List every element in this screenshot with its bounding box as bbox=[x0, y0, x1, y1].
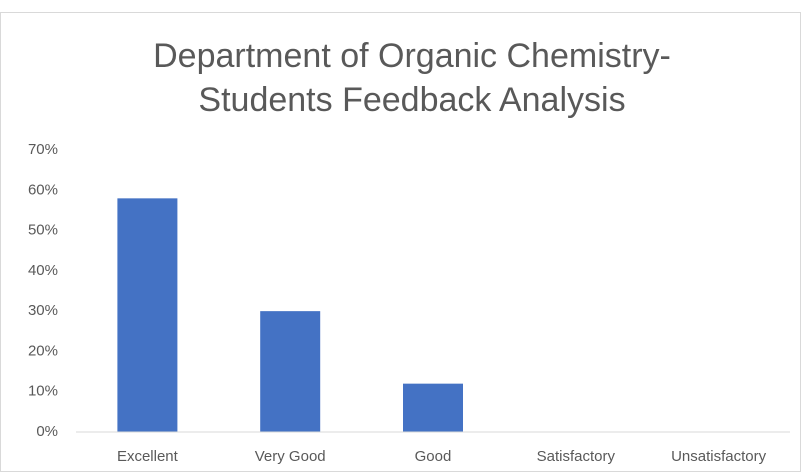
bar bbox=[403, 383, 463, 432]
bar bbox=[117, 198, 178, 432]
chart-title: Students Feedback Analysis bbox=[198, 81, 625, 119]
y-tick-label: 10% bbox=[28, 383, 58, 400]
y-tick-label: 30% bbox=[28, 302, 58, 319]
x-tick-label: Unsatisfactory bbox=[671, 448, 767, 465]
y-tick-label: 40% bbox=[28, 262, 58, 279]
x-tick-label: Good bbox=[415, 448, 452, 465]
y-tick-label: 60% bbox=[28, 181, 58, 198]
bar bbox=[260, 311, 321, 432]
y-tick-label: 50% bbox=[28, 222, 58, 239]
x-tick-label: Very Good bbox=[255, 448, 326, 465]
y-tick-label: 0% bbox=[36, 423, 58, 440]
x-tick-label: Excellent bbox=[117, 448, 179, 465]
y-tick-label: 70% bbox=[28, 141, 58, 158]
y-tick-label: 20% bbox=[28, 342, 58, 359]
chart-title: Department of Organic Chemistry- bbox=[153, 37, 671, 75]
x-tick-label: Satisfactory bbox=[537, 448, 616, 465]
